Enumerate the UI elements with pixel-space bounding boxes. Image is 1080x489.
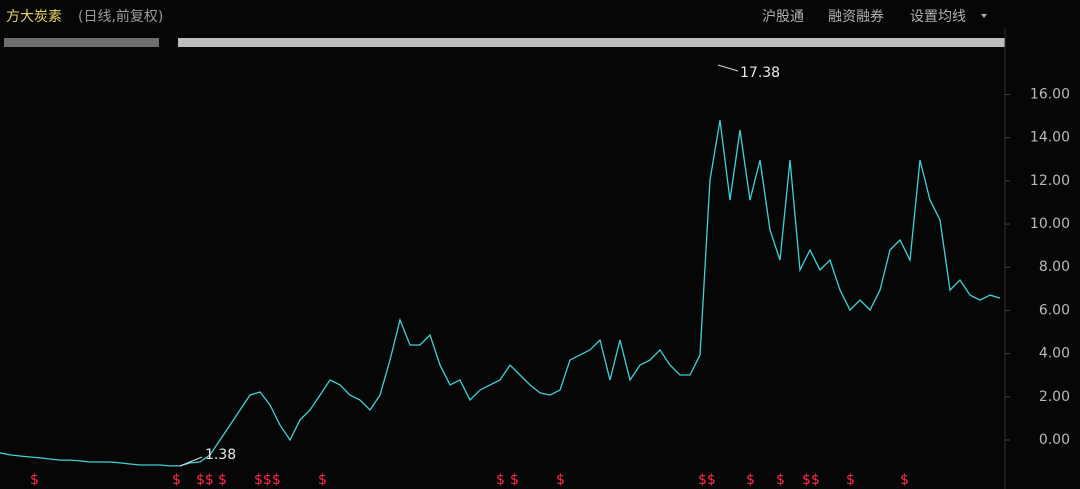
marker: $ [900,472,909,488]
price-line [0,120,1001,467]
plot [0,120,1001,467]
y-tick-label: 10.00 [1030,216,1070,232]
marker: $$ [802,472,820,488]
marker: $ [318,472,327,488]
marker: $ [510,472,519,488]
event-markers: $ $ $$ $ $$$ $ $ $ $ $$ $ $ $$ $ $ [30,472,909,488]
marker: $ [496,472,505,488]
marker: $ [776,472,785,488]
menu-item[interactable]: 设置均线 [910,9,966,25]
info-strip [4,38,159,47]
marker: $ [746,472,755,488]
marker: $ [556,472,565,488]
y-tick-label: 14.00 [1030,130,1070,146]
y-tick-label: 6.00 [1039,302,1070,318]
y-tick-label: 2.00 [1039,389,1070,405]
marker: $ [218,472,227,488]
marker: $$ [196,472,214,488]
marker: $ [30,472,39,488]
y-tick-label: 12.00 [1030,173,1070,189]
dropdown-arrow[interactable] [981,14,987,18]
chart-title: 方大炭素 [6,9,62,25]
info-strip [178,38,1005,47]
chart-subtitle: (日线,前复权) [78,8,163,25]
y-tick-label: 4.00 [1039,346,1070,362]
y-tick-label: 0.00 [1039,432,1070,448]
y-tick-label: 8.00 [1039,259,1070,275]
annotation: 17.38 [740,65,780,81]
annotation: 1.38 [205,447,236,463]
menu-item[interactable]: 融资融券 [828,9,884,25]
marker: $$$ [254,472,281,488]
annotation-arrow [717,64,739,72]
y-tick-label: 16.00 [1030,86,1070,102]
marker: $$ [698,472,716,488]
menu-item[interactable]: 沪股通 [762,9,804,25]
marker: $ [846,472,855,488]
marker: $ [172,472,181,488]
annotation-arrow [179,456,203,467]
